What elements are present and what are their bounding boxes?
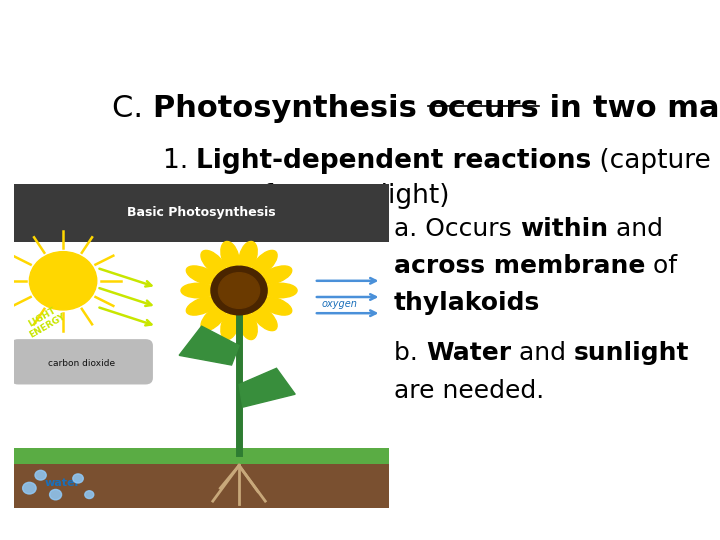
Ellipse shape bbox=[181, 283, 215, 298]
Text: LIGHT
ENERGY: LIGHT ENERGY bbox=[22, 303, 67, 340]
FancyBboxPatch shape bbox=[14, 448, 389, 465]
Circle shape bbox=[211, 266, 267, 315]
Text: across membrane: across membrane bbox=[394, 254, 646, 278]
Text: occurs: occurs bbox=[428, 94, 539, 123]
Circle shape bbox=[50, 489, 62, 500]
Text: thylakoids: thylakoids bbox=[394, 292, 540, 315]
Text: two main stages: two main stages bbox=[593, 94, 720, 123]
Ellipse shape bbox=[252, 251, 277, 275]
Text: C.: C. bbox=[112, 94, 153, 123]
Polygon shape bbox=[179, 326, 239, 365]
Polygon shape bbox=[239, 368, 295, 407]
Text: water: water bbox=[45, 478, 81, 488]
Text: Basic Photosynthesis: Basic Photosynthesis bbox=[127, 206, 276, 219]
Ellipse shape bbox=[261, 297, 292, 315]
Ellipse shape bbox=[186, 297, 217, 315]
Text: in: in bbox=[539, 94, 593, 123]
Ellipse shape bbox=[252, 306, 277, 330]
Text: of: of bbox=[646, 254, 678, 278]
Ellipse shape bbox=[264, 283, 297, 298]
Text: (capture: (capture bbox=[591, 148, 711, 174]
Ellipse shape bbox=[221, 311, 239, 340]
Text: Water: Water bbox=[426, 341, 511, 365]
Circle shape bbox=[35, 470, 46, 480]
Text: Photosynthesis: Photosynthesis bbox=[153, 94, 428, 123]
Text: a. Occurs: a. Occurs bbox=[394, 217, 520, 240]
Text: oxygen: oxygen bbox=[321, 299, 357, 309]
Circle shape bbox=[22, 482, 36, 494]
Circle shape bbox=[30, 252, 96, 310]
Text: energy from sunlight): energy from sunlight) bbox=[163, 183, 449, 210]
Ellipse shape bbox=[239, 311, 257, 340]
Text: are needed.: are needed. bbox=[394, 379, 544, 403]
Text: and: and bbox=[511, 341, 574, 365]
Text: b.: b. bbox=[394, 341, 426, 365]
Circle shape bbox=[85, 491, 94, 498]
Text: 1.: 1. bbox=[163, 148, 196, 174]
Ellipse shape bbox=[261, 266, 292, 284]
Ellipse shape bbox=[221, 241, 239, 270]
Ellipse shape bbox=[239, 241, 257, 270]
FancyBboxPatch shape bbox=[11, 339, 153, 384]
Text: and: and bbox=[608, 217, 663, 240]
Ellipse shape bbox=[201, 251, 226, 275]
Text: sunlight: sunlight bbox=[574, 341, 690, 365]
Ellipse shape bbox=[186, 266, 217, 284]
Text: within: within bbox=[520, 217, 608, 240]
Ellipse shape bbox=[201, 306, 226, 330]
FancyBboxPatch shape bbox=[14, 184, 389, 242]
Circle shape bbox=[218, 273, 260, 308]
Text: carbon dioxide: carbon dioxide bbox=[48, 359, 115, 368]
Text: Light-dependent reactions: Light-dependent reactions bbox=[196, 148, 591, 174]
Circle shape bbox=[73, 474, 84, 483]
FancyBboxPatch shape bbox=[14, 464, 389, 508]
